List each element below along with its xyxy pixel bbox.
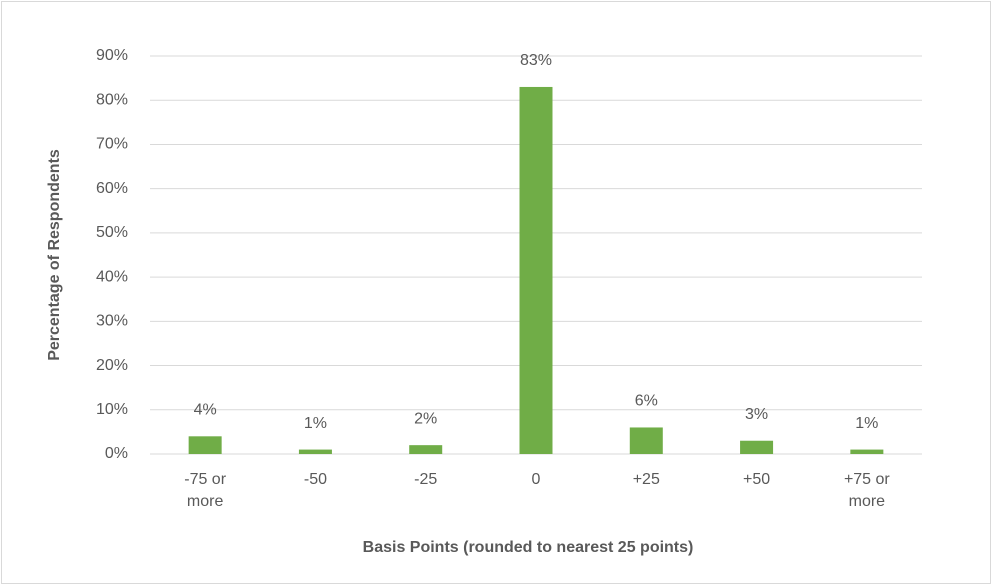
y-tick-label: 10%	[96, 401, 128, 418]
data-label: 83%	[520, 52, 552, 69]
bar	[298, 449, 332, 454]
bar	[629, 427, 663, 454]
bar	[850, 449, 884, 454]
x-tick-label: +25	[632, 471, 660, 488]
y-tick-label: 0%	[105, 445, 128, 462]
y-tick-label: 60%	[96, 180, 128, 197]
x-tick-label: +50	[742, 471, 771, 488]
x-tick-label: 0	[531, 471, 541, 488]
y-tick-label: 40%	[96, 268, 128, 285]
y-tick-label: 70%	[96, 136, 128, 153]
x-tick-label: -75 or more	[184, 471, 227, 510]
bar	[740, 440, 774, 454]
data-label: 1%	[304, 415, 327, 432]
x-tick-label: -25	[414, 471, 438, 488]
data-label: 6%	[635, 393, 658, 410]
data-label: 2%	[414, 410, 437, 427]
data-label: 4%	[194, 402, 217, 419]
y-tick-label: 80%	[96, 91, 128, 108]
x-axis-title: Basis Points (rounded to nearest 25 poin…	[363, 539, 694, 556]
bar	[519, 86, 553, 454]
x-tick-label: +75 or more	[843, 471, 890, 510]
y-axis-title: Percentage of Respondents	[46, 149, 63, 361]
data-label: 3%	[745, 406, 768, 423]
y-tick-label: 20%	[96, 357, 128, 374]
y-tick-label: 50%	[96, 224, 128, 241]
data-label: 1%	[855, 415, 878, 432]
y-tick-label: 30%	[96, 313, 128, 330]
bar	[188, 436, 222, 454]
x-tick-label: -50	[303, 471, 327, 488]
bar	[409, 445, 443, 454]
y-tick-label: 90%	[96, 47, 128, 64]
